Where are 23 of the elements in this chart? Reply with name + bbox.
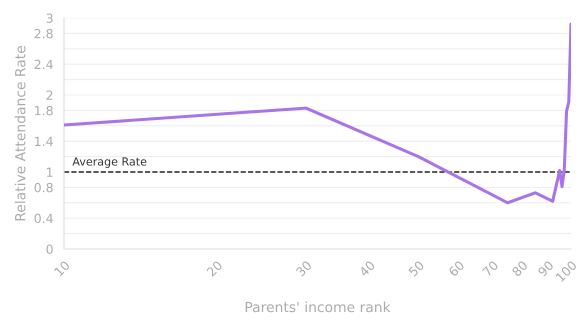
x-tick-label: 50 [408,260,425,277]
y-tick-label: 1 [47,168,52,177]
x-tick-label: 100 [555,260,578,282]
x-axis-title: Parents' income rank [246,302,391,312]
x-tick-label: 40 [358,260,376,278]
x-tick-label: 80 [511,260,528,277]
ref-line-label: Average Rate [72,157,146,168]
x-tick-label: 90 [537,260,554,277]
x-tick-label: 70 [482,260,499,277]
y-tick-label: 0.8 [34,182,53,192]
y-tick-label: 1.8 [35,106,53,116]
y-tick-label: 2.8 [34,28,53,38]
y-tick-label: 1.4 [35,136,53,146]
y-tick-label: 2 [46,90,52,100]
y-axis-title: Relative Attendance Rate [14,46,26,220]
x-tick-label: 20 [206,260,223,277]
x-tick-label: 10 [54,260,70,277]
y-tick-label: 0.4 [34,214,53,224]
x-tick-label: 30 [295,260,312,277]
y-tick-label: 3 [46,13,53,23]
y-tick-label: 2.4 [34,60,53,69]
y-tick-label: 0 [46,244,53,254]
x-tick-label: 60 [448,260,465,277]
